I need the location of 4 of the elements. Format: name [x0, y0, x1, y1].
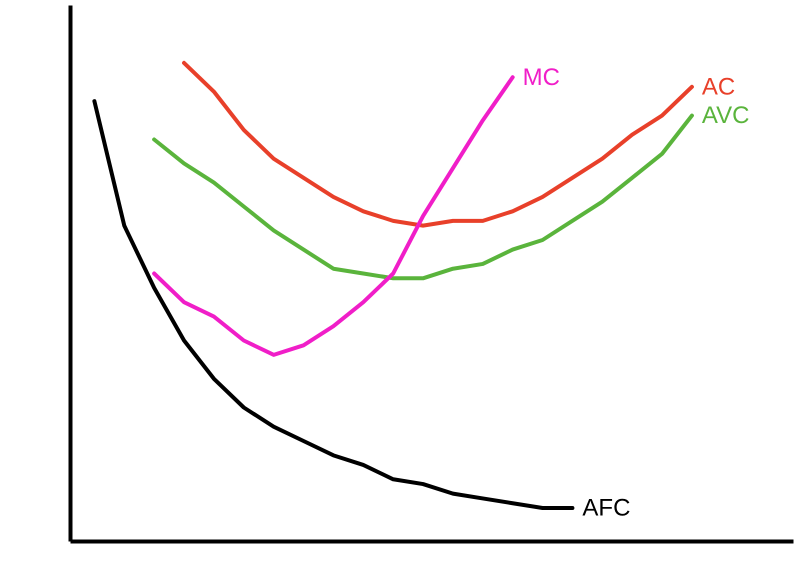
series-label: AC	[702, 73, 736, 100]
series-label: AFC	[582, 494, 630, 522]
series-label: AVC	[702, 102, 750, 130]
series-label: MC	[522, 64, 560, 91]
